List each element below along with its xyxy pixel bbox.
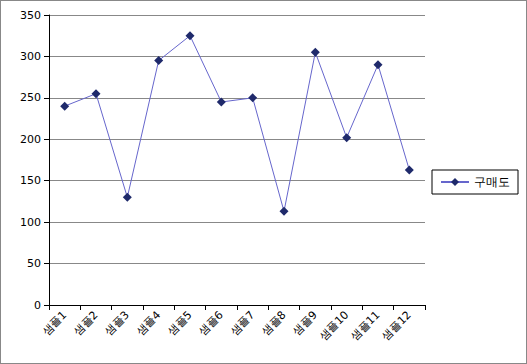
svg-text:샘플4: 샘플4 [134,308,164,338]
svg-text:50: 50 [27,257,41,270]
svg-text:100: 100 [20,216,41,229]
svg-text:200: 200 [20,133,41,146]
svg-text:샘플11: 샘플11 [348,308,383,343]
svg-text:샘플5: 샘플5 [165,308,195,338]
svg-text:0: 0 [34,299,41,312]
svg-text:350: 350 [20,9,41,22]
svg-text:샘플1: 샘플1 [40,308,70,338]
svg-text:샘플9: 샘플9 [290,308,320,339]
svg-text:샘플12: 샘플12 [379,308,414,343]
svg-text:샘플3: 샘플3 [102,308,132,338]
svg-text:샘플2: 샘플2 [71,308,101,338]
svg-text:샘플8: 샘플8 [259,308,289,338]
svg-text:구매도: 구매도 [474,175,510,189]
svg-text:샘플7: 샘플7 [228,308,258,338]
svg-text:300: 300 [20,50,41,63]
svg-text:샘플6: 샘플6 [196,308,226,338]
svg-text:샘플10: 샘플10 [317,308,352,343]
svg-text:150: 150 [20,174,41,187]
svg-text:250: 250 [20,91,41,104]
